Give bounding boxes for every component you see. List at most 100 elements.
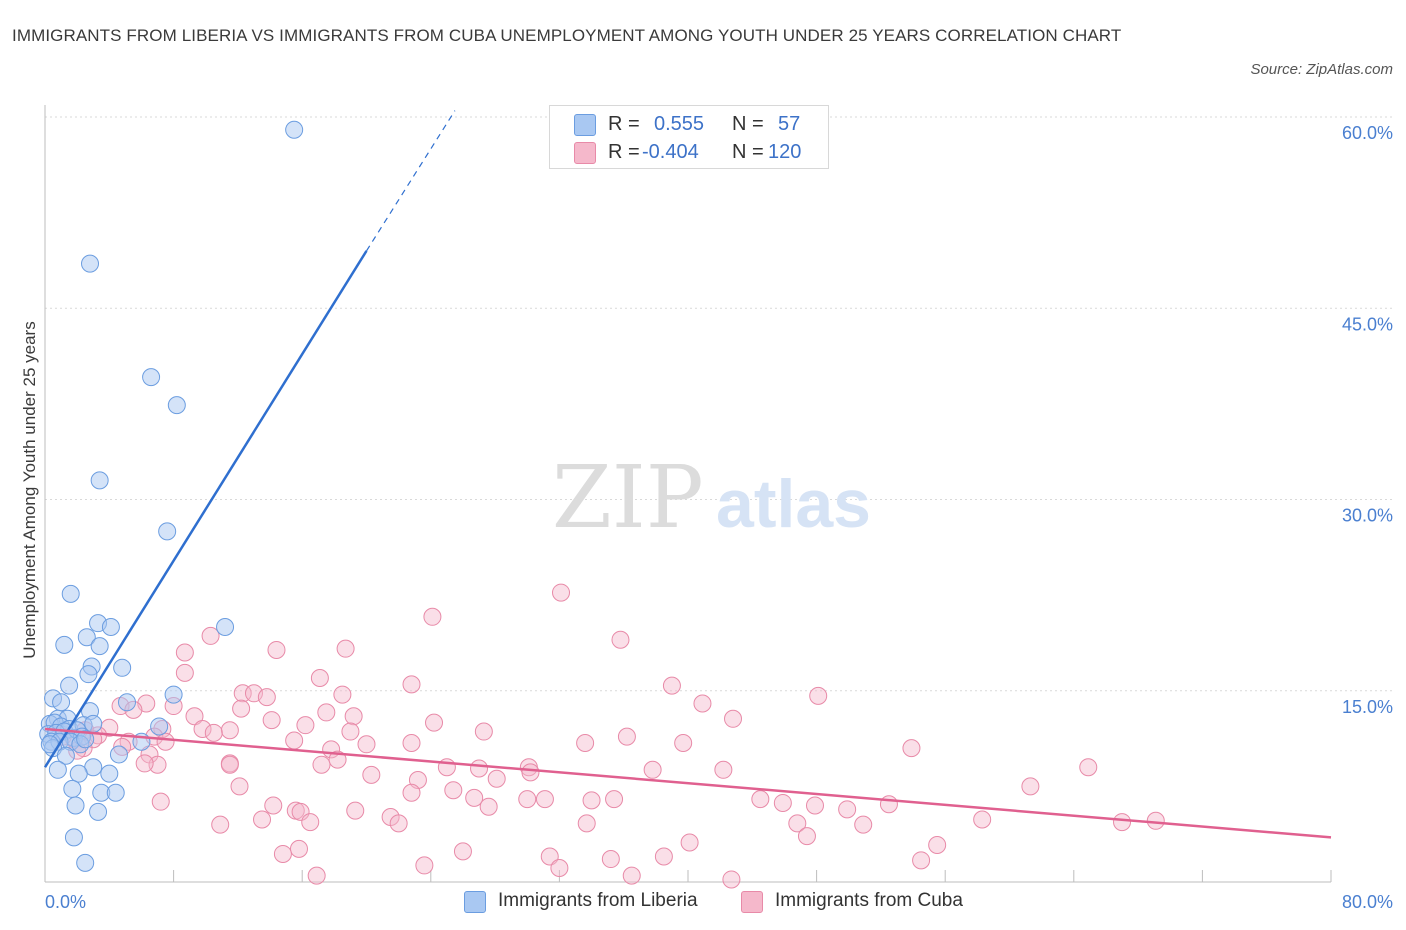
cuba-point <box>415 856 434 875</box>
liberia-point <box>142 368 161 387</box>
cuba-point <box>693 694 712 713</box>
cuba-point <box>220 721 239 740</box>
cuba-point <box>535 790 554 809</box>
cuba-point <box>1021 777 1040 796</box>
cuba-point <box>724 709 743 728</box>
cuba-point <box>577 814 596 833</box>
x-tick-label-min: 0.0% <box>45 892 86 912</box>
legend-r-label: R = <box>608 113 640 135</box>
cuba-point <box>230 777 249 796</box>
cuba-point <box>662 676 681 695</box>
cuba-point <box>973 810 992 829</box>
cuba-point <box>423 607 442 626</box>
cuba-point <box>550 858 569 877</box>
y-tick-label: 15.0% <box>1342 697 1393 717</box>
cuba-point <box>151 792 170 811</box>
cuba-point <box>680 833 699 852</box>
cuba-point <box>296 716 315 735</box>
cuba-point <box>175 663 194 682</box>
y-tick-labels: 15.0% 30.0% 45.0% 60.0% <box>1342 123 1393 717</box>
cuba-point <box>928 836 947 855</box>
liberia-point <box>101 618 120 636</box>
liberia-trend-extension <box>365 110 456 252</box>
cuba-point <box>540 847 559 866</box>
cuba-point <box>797 827 816 846</box>
cuba-trend-line <box>44 727 1332 839</box>
watermark-zip: ZIP <box>552 448 704 548</box>
cuba-point <box>148 755 167 774</box>
axes <box>44 105 1332 883</box>
cuba-point <box>617 727 636 746</box>
cuba-point <box>310 669 329 687</box>
cuba-point <box>402 734 421 753</box>
legend-n-label: N = <box>732 113 764 135</box>
liberia-point <box>285 120 304 139</box>
liberia-point <box>117 693 136 712</box>
legend-n-label: N = <box>732 141 764 163</box>
cuba-point <box>156 732 175 751</box>
cuba-point <box>487 769 506 788</box>
liberia-trend-line <box>43 250 368 768</box>
cuba-point <box>605 790 624 809</box>
cuba-point <box>912 851 931 870</box>
cuba-point <box>1146 811 1165 830</box>
cuba-point <box>654 847 673 866</box>
cuba-point <box>521 763 540 782</box>
x-tick-labels: 0.0% 80.0% <box>45 892 1393 912</box>
cuba-point <box>346 801 365 820</box>
liberia-point <box>164 685 183 704</box>
trend-lines <box>43 110 1332 839</box>
cuba-point <box>809 686 828 705</box>
cuba-point <box>465 788 484 807</box>
y-tick-label: 30.0% <box>1342 506 1393 526</box>
liberia-point <box>48 760 67 779</box>
liberia-point <box>158 522 177 541</box>
cuba-point <box>674 734 693 753</box>
cuba-point <box>362 765 381 784</box>
cuba-point <box>262 711 281 730</box>
cuba-point <box>285 731 304 750</box>
cuba-point <box>402 783 421 802</box>
liberia-point <box>216 618 235 636</box>
bottom-legend-swatch-liberia <box>464 891 486 913</box>
cuba-point <box>474 722 493 741</box>
cuba-point <box>1079 758 1098 777</box>
cuba-point <box>307 866 326 885</box>
cuba-point <box>714 760 733 779</box>
cuba-point <box>389 814 408 833</box>
cuba-point <box>289 839 308 858</box>
cuba-point <box>336 639 355 658</box>
liberia-point <box>113 658 132 677</box>
liberia-point <box>106 783 125 802</box>
legend-swatch-liberia <box>574 114 596 136</box>
liberia-point <box>167 396 186 415</box>
cuba-point <box>582 791 601 810</box>
liberia-point <box>63 779 82 798</box>
watermark-atlas: atlas <box>716 466 871 542</box>
cuba-point <box>301 813 320 832</box>
cuba-point <box>576 734 595 753</box>
bottom-legend-swatch-cuba <box>741 891 763 913</box>
cuba-point <box>328 750 347 769</box>
liberia-point <box>64 828 83 847</box>
cuba-point <box>185 707 204 726</box>
liberia-point <box>69 764 88 783</box>
liberia-point <box>89 802 108 821</box>
legend-n-value: 57 <box>778 113 801 135</box>
cuba-point <box>722 870 741 889</box>
chart-title: IMMIGRANTS FROM LIBERIA VS IMMIGRANTS FR… <box>12 26 1122 45</box>
liberia-point <box>109 745 128 764</box>
legend-r-value: 0.555 <box>654 113 705 135</box>
liberia-point <box>77 628 96 647</box>
cuba-point <box>193 720 212 738</box>
cuba-point <box>788 814 807 833</box>
cuba-point <box>312 755 331 774</box>
y-tick-label: 60.0% <box>1342 123 1393 143</box>
grid-lines <box>45 116 1392 692</box>
cuba-point <box>425 713 444 732</box>
liberia-point <box>76 730 95 749</box>
legend-n-value: 120 <box>768 141 802 163</box>
cuba-point <box>264 796 283 815</box>
cuba-point <box>341 722 360 741</box>
